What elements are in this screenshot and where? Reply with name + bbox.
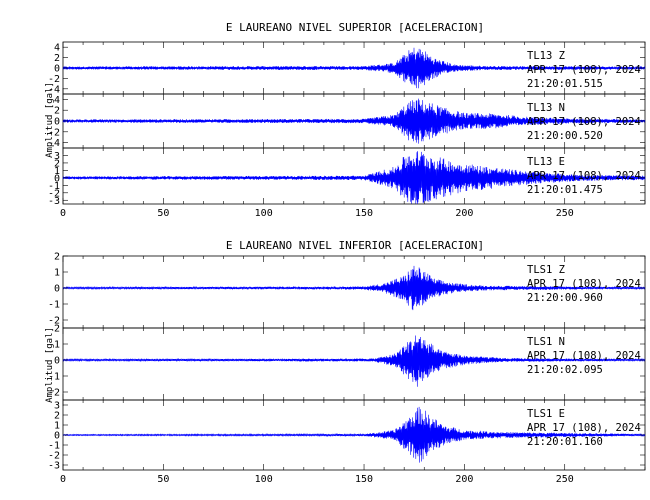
upper-track-1-ytick-label: -2 [48, 127, 60, 138]
upper-track-2-ytick-label: 3 [54, 151, 60, 162]
upper-track-2-trace [62, 151, 646, 205]
lower-track-0-ytick-label: 2 [54, 252, 60, 263]
upper-track-0-ytick-label: -4 [48, 84, 60, 95]
lower-track-1-ytick-label: 0 [54, 356, 60, 367]
upper-xtick-label: 50 [157, 208, 169, 219]
upper-xtick-label: 150 [355, 208, 373, 219]
upper-xtick-label: 0 [60, 208, 66, 219]
lower-panel: E LAUREANO NIVEL INFERIOR [ACELERACION] … [45, 239, 646, 485]
lower-track-2-ytick-label: 1 [54, 421, 60, 432]
lower-xtick-label: 200 [455, 474, 473, 485]
upper-track-0-station-label: TL13 Z [527, 50, 565, 62]
lower-track-0-ytick-label: 0 [54, 284, 60, 295]
lower-track-1-station-label: TLS1 N [527, 336, 565, 348]
lower-panel-title: E LAUREANO NIVEL INFERIOR [ACELERACION] [226, 239, 484, 252]
upper-track-2-time-label: 21:20:01.475 [527, 184, 603, 196]
upper-track-2-ytick-label: 0 [54, 173, 60, 184]
lower-track-1-trace [62, 335, 646, 387]
lower-track-1-time-label: 21:20:02.095 [527, 364, 603, 376]
upper-track-1-ytick-label: 4 [54, 95, 60, 106]
upper-panel: E LAUREANO NIVEL SUPERIOR [ACELERACION] … [45, 21, 646, 219]
upper-xtick-label: 200 [455, 208, 473, 219]
lower-track-1-ytick-label: 2 [54, 324, 60, 335]
lower-xtick-label: 150 [355, 474, 373, 485]
upper-track-0-time-label: 21:20:01.515 [527, 78, 603, 90]
lower-track-1-ytick-label: -2 [48, 388, 60, 399]
lower-track-0-trace [62, 265, 646, 311]
lower-track-2-trace [62, 406, 646, 463]
upper-track-2-ytick-label: -1 [48, 181, 60, 192]
upper-track-1-station-label: TL13 N [527, 102, 565, 114]
upper-track-0-date-label: APR 17 (108), 2024 [527, 64, 641, 76]
upper-track-1-ytick-label: 0 [54, 117, 60, 128]
lower-xtick-label: 250 [556, 474, 574, 485]
lower-track-0-ytick-label: -1 [48, 300, 60, 311]
lower-track-2-date-label: APR 17 (108), 2024 [527, 422, 641, 434]
lower-track-1-ytick-label: 1 [54, 340, 60, 351]
upper-track-1-ytick-label: -4 [48, 138, 60, 149]
upper-track-2-date-label: APR 17 (108), 2024 [527, 170, 641, 182]
lower-track-2-ytick-label: 2 [54, 411, 60, 422]
upper-track-0-trace [62, 47, 646, 89]
lower-track-2-ytick-label: 0 [54, 431, 60, 442]
lower-track-2-ytick-label: 3 [54, 401, 60, 412]
lower-track-0-ytick-label: 1 [54, 268, 60, 279]
lower-xtick-label: 100 [255, 474, 273, 485]
lower-track-0-station-label: TLS1 Z [527, 264, 565, 276]
upper-track-2-ytick-label: 1 [54, 166, 60, 177]
lower-track-2-station-label: TLS1 E [527, 408, 565, 420]
upper-track-1-trace [62, 98, 646, 144]
upper-track-2-frame [62, 147, 646, 205]
lower-track-0-time-label: 21:20:00.960 [527, 292, 603, 304]
upper-track-2-ytick-label: -2 [48, 188, 60, 199]
upper-track-2-ytick-label: -3 [48, 196, 60, 207]
lower-track-0-ytick-label: -2 [48, 316, 60, 327]
upper-y-axis-label: Amplitud [gal] [45, 82, 55, 158]
lower-track-2-ytick-label: -2 [48, 451, 60, 462]
upper-xtick-label: 250 [556, 208, 574, 219]
upper-track-1-time-label: 21:20:00.520 [527, 130, 603, 142]
lower-xtick-label: 0 [60, 474, 66, 485]
lower-track-2-time-label: 21:20:01.160 [527, 436, 603, 448]
lower-track-2-ytick-label: -1 [48, 441, 60, 452]
upper-xtick-label: 100 [255, 208, 273, 219]
lower-track-2-ytick-label: -3 [48, 461, 60, 472]
lower-track-1-ytick-label: -1 [48, 372, 60, 383]
lower-track-1-date-label: APR 17 (108), 2024 [527, 350, 641, 362]
upper-track-2-ytick-label: 2 [54, 158, 60, 169]
upper-track-0-ytick-label: 4 [54, 43, 60, 54]
lower-xtick-label: 50 [157, 474, 169, 485]
lower-track-0-date-label: APR 17 (108), 2024 [527, 278, 641, 290]
upper-track-2-station-label: TL13 E [527, 156, 565, 168]
upper-panel-title: E LAUREANO NIVEL SUPERIOR [ACELERACION] [226, 21, 484, 34]
upper-track-0-ytick-label: -2 [48, 74, 60, 85]
lower-y-axis-label: Amplitud [gal] [45, 327, 55, 403]
upper-track-0-ytick-label: 2 [54, 53, 60, 64]
upper-track-1-ytick-label: 2 [54, 106, 60, 117]
upper-track-0-ytick-label: 0 [54, 64, 60, 75]
upper-track-1-date-label: APR 17 (108), 2024 [527, 116, 641, 128]
